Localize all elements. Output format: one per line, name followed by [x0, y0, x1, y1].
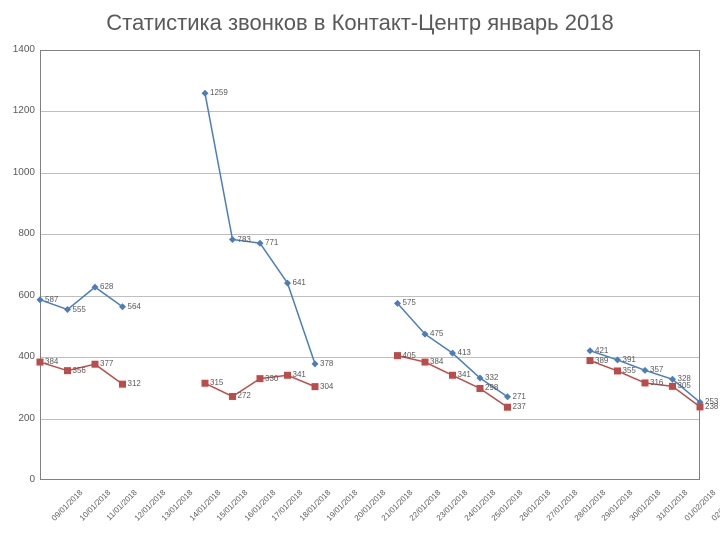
- data-marker: [504, 404, 511, 411]
- data-label: 298: [485, 383, 498, 392]
- data-marker: [64, 367, 71, 374]
- chart-title: Статистика звонков в Контакт-Центр январ…: [0, 10, 720, 36]
- data-label: 783: [238, 235, 251, 244]
- data-marker: [37, 296, 44, 303]
- data-marker: [92, 361, 99, 368]
- data-marker: [119, 381, 126, 388]
- data-marker: [229, 393, 236, 400]
- data-label: 641: [293, 278, 306, 287]
- data-label: 378: [320, 359, 333, 368]
- data-marker: [202, 90, 209, 97]
- y-tick-label: 600: [5, 290, 35, 301]
- data-label: 377: [100, 359, 113, 368]
- y-tick-label: 1200: [5, 105, 35, 116]
- data-label: 413: [458, 348, 471, 357]
- data-marker: [614, 367, 621, 374]
- data-label: 304: [320, 382, 333, 391]
- data-label: 475: [430, 329, 443, 338]
- chart-plot-area: 020040060080010001200140009/01/201810/01…: [40, 50, 700, 480]
- data-label: 771: [265, 238, 278, 247]
- data-label: 555: [73, 305, 86, 314]
- data-label: 356: [73, 366, 86, 375]
- y-tick-label: 200: [5, 413, 35, 424]
- data-marker: [642, 379, 649, 386]
- data-marker: [37, 359, 44, 366]
- data-label: 272: [238, 391, 251, 400]
- y-tick-label: 800: [5, 228, 35, 239]
- data-marker: [449, 372, 456, 379]
- data-marker: [587, 347, 594, 354]
- data-marker: [477, 385, 484, 392]
- data-marker: [202, 380, 209, 387]
- data-marker: [669, 383, 676, 390]
- data-label: 1259: [210, 88, 228, 97]
- data-label: 421: [595, 346, 608, 355]
- data-label: 587: [45, 295, 58, 304]
- data-label: 305: [678, 381, 691, 390]
- data-label: 238: [705, 402, 718, 411]
- data-label: 341: [458, 370, 471, 379]
- data-marker: [697, 403, 704, 410]
- y-tick-label: 0: [5, 474, 35, 485]
- y-tick-label: 400: [5, 351, 35, 362]
- data-label: 405: [403, 351, 416, 360]
- data-label: 357: [650, 365, 663, 374]
- series-line-series_a: [205, 93, 315, 364]
- data-label: 391: [623, 355, 636, 364]
- data-label: 316: [650, 378, 663, 387]
- data-label: 384: [430, 357, 443, 366]
- y-tick-label: 1400: [5, 44, 35, 55]
- data-label: 330: [265, 374, 278, 383]
- chart-page: Статистика звонков в Контакт-Центр январ…: [0, 0, 720, 540]
- data-marker: [394, 352, 401, 359]
- data-label: 315: [210, 378, 223, 387]
- data-label: 384: [45, 357, 58, 366]
- data-label: 237: [513, 402, 526, 411]
- data-marker: [312, 383, 319, 390]
- data-marker: [614, 356, 621, 363]
- data-marker: [229, 236, 236, 243]
- data-label: 271: [513, 392, 526, 401]
- data-label: 332: [485, 373, 498, 382]
- data-marker: [587, 357, 594, 364]
- data-marker: [312, 360, 319, 367]
- data-label: 564: [128, 302, 141, 311]
- data-marker: [642, 367, 649, 374]
- data-marker: [422, 359, 429, 366]
- data-label: 355: [623, 366, 636, 375]
- data-label: 312: [128, 379, 141, 388]
- chart-svg: [40, 50, 700, 480]
- data-marker: [257, 375, 264, 382]
- data-label: 628: [100, 282, 113, 291]
- y-tick-label: 1000: [5, 167, 35, 178]
- data-label: 575: [403, 298, 416, 307]
- data-marker: [284, 372, 291, 379]
- data-label: 389: [595, 356, 608, 365]
- data-label: 341: [293, 370, 306, 379]
